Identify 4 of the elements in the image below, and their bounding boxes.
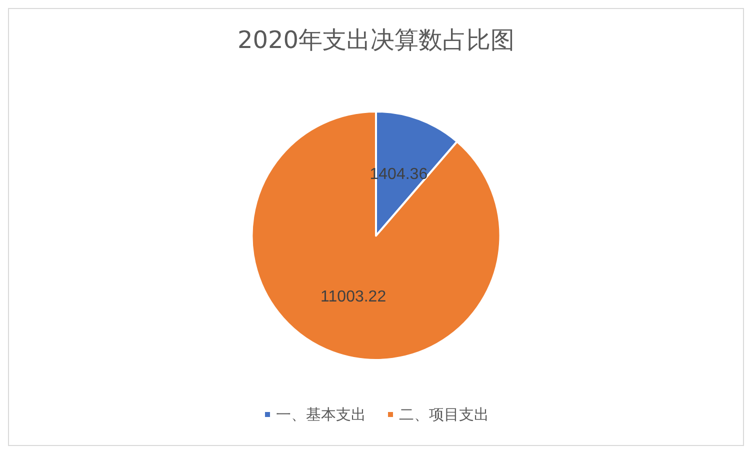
data-label: 11003.22 [320, 288, 386, 306]
legend-label: 二、项目支出 [399, 406, 489, 424]
legend-label: 一、基本支出 [276, 406, 366, 424]
chart-title: 2020年支出决算数占比图 [237, 26, 515, 54]
